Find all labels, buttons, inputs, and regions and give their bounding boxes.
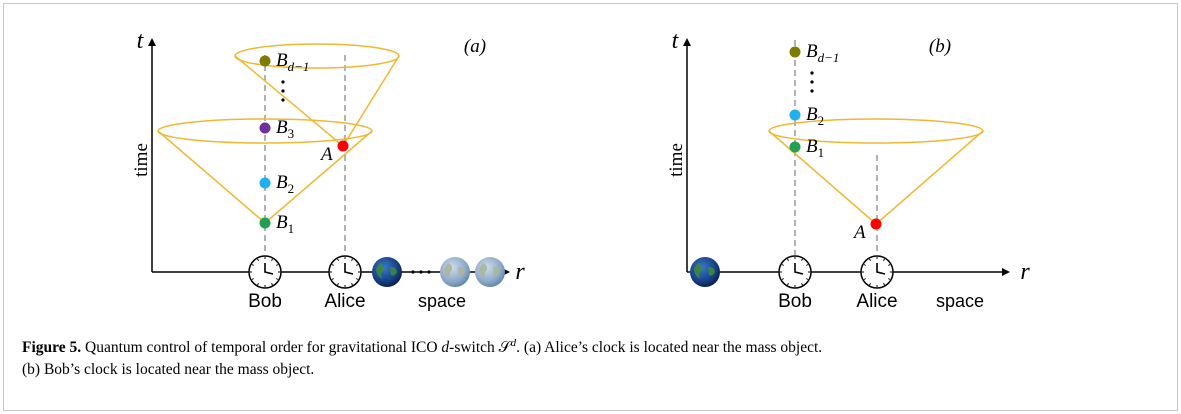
axis-r-label: r	[1020, 259, 1030, 285]
space-label: space	[936, 291, 984, 311]
ellipsis-dot	[427, 270, 430, 273]
arrow	[683, 38, 691, 46]
event-label-sub: 2	[818, 113, 825, 128]
event-label-sub: 1	[288, 221, 295, 236]
clock-label: Bob	[248, 291, 282, 312]
axis-t-label: t	[672, 28, 680, 54]
event	[790, 110, 801, 121]
event-label-sub: d−1	[288, 59, 310, 74]
light-cone	[769, 119, 983, 143]
event-label-base: B	[276, 212, 288, 233]
event-label-base: B	[276, 172, 288, 193]
event-label: A	[852, 222, 866, 243]
event	[260, 178, 271, 189]
event	[338, 141, 349, 152]
event-label: Bd−1	[276, 50, 309, 74]
axis-title: time	[131, 143, 152, 177]
clock-label: Alice	[324, 291, 365, 312]
caption-text: -switch	[449, 339, 499, 356]
axis-t-label: t	[137, 28, 145, 54]
event-label-base: A	[319, 144, 333, 165]
caption-text: . (a) Alice’s clock is located near the …	[516, 339, 822, 356]
event-label: B2	[806, 104, 824, 128]
ellipsis-dot	[411, 270, 414, 273]
ellipsis-dot	[419, 270, 422, 273]
ellipsis-dot	[281, 80, 284, 83]
event-label-sub: 2	[288, 181, 295, 196]
event-label-sub: 3	[288, 126, 295, 141]
panel-label: (b)	[929, 36, 951, 57]
light-cone	[769, 131, 983, 224]
space-label: space	[418, 291, 466, 311]
event-label-base: B	[806, 41, 818, 62]
event-label: B1	[806, 136, 824, 160]
axis-title: time	[666, 143, 687, 177]
caption-label: Figure 5.	[22, 339, 81, 356]
event-label-base: B	[276, 50, 288, 71]
ellipsis-dot	[810, 89, 813, 92]
clock-label: Bob	[778, 291, 812, 312]
event-label-base: A	[852, 222, 866, 243]
event	[260, 123, 271, 134]
event-label: B2	[276, 172, 294, 196]
event-label: B1	[276, 212, 294, 236]
event-label: B3	[276, 117, 294, 141]
event-label: A	[319, 144, 333, 165]
event	[871, 219, 882, 230]
figure: trtime(a)BobAlicespaceBd−1B3AB2B1trtime(…	[0, 0, 1181, 414]
light-cone	[235, 56, 399, 146]
event	[260, 218, 271, 229]
axis-r-label: r	[515, 259, 525, 285]
event-label-base: B	[276, 117, 288, 138]
ellipsis-dot	[281, 98, 284, 101]
arrow	[1002, 268, 1010, 276]
ellipsis-dot	[810, 80, 813, 83]
event	[790, 47, 801, 58]
ellipsis-dot	[281, 89, 284, 92]
event-label-base: B	[806, 136, 818, 157]
event-label-sub: d−1	[818, 50, 840, 65]
panel-label: (a)	[464, 36, 486, 57]
light-cone	[235, 44, 399, 68]
clock-label: Alice	[856, 291, 897, 312]
event-label-sub: 1	[818, 145, 825, 160]
caption-text: Quantum control of temporal order for gr…	[81, 339, 441, 356]
caption-line-1: Figure 5. Quantum control of temporal or…	[22, 337, 822, 356]
panels: trtime(a)BobAlicespaceBd−1B3AB2B1trtime(…	[131, 28, 1030, 312]
event-label: Bd−1	[806, 41, 839, 65]
panel: trtime(a)BobAlicespaceBd−1B3AB2B1	[131, 28, 525, 312]
arrow	[148, 38, 156, 46]
event	[790, 142, 801, 153]
ellipsis-dot	[810, 71, 813, 74]
caption-line-2: (b) Bob’s clock is located near the mass…	[22, 361, 314, 378]
event	[260, 56, 271, 67]
event-label-base: B	[806, 104, 818, 125]
